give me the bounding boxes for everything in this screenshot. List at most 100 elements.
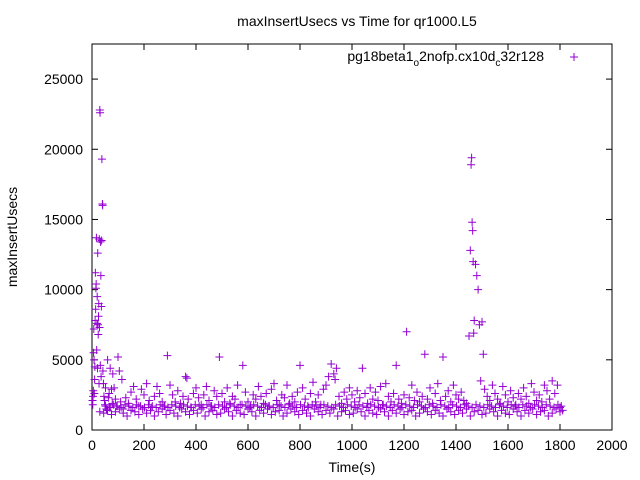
data-point bbox=[166, 381, 174, 390]
data-point bbox=[332, 364, 341, 373]
data-point bbox=[394, 395, 403, 404]
data-point bbox=[95, 323, 104, 332]
x-tick-label: 600 bbox=[236, 437, 260, 453]
data-point bbox=[530, 388, 538, 397]
data-point bbox=[253, 402, 262, 411]
data-point bbox=[90, 375, 99, 384]
data-point bbox=[127, 388, 135, 397]
data-point bbox=[501, 409, 510, 418]
data-point bbox=[226, 400, 235, 409]
data-point bbox=[284, 400, 293, 409]
data-point bbox=[353, 386, 362, 395]
data-point bbox=[548, 409, 557, 418]
x-tick-label: 1600 bbox=[492, 437, 523, 453]
data-point bbox=[244, 397, 252, 406]
data-point bbox=[182, 374, 191, 383]
data-point bbox=[478, 317, 486, 326]
data-point bbox=[345, 383, 354, 392]
data-point bbox=[468, 226, 477, 235]
data-point bbox=[465, 331, 473, 340]
data-point bbox=[452, 402, 461, 411]
data-point bbox=[357, 407, 366, 416]
data-point bbox=[392, 409, 401, 418]
data-point bbox=[96, 361, 105, 370]
data-point bbox=[97, 155, 106, 164]
data-point bbox=[110, 383, 119, 392]
data-point bbox=[366, 383, 375, 392]
data-point bbox=[193, 409, 202, 418]
data-point bbox=[333, 411, 342, 420]
data-point bbox=[167, 400, 176, 409]
data-point bbox=[329, 369, 338, 378]
data-point bbox=[524, 409, 533, 418]
x-tick-label: 200 bbox=[132, 437, 156, 453]
data-point bbox=[475, 402, 484, 411]
data-point bbox=[251, 395, 260, 404]
data-point bbox=[433, 379, 442, 388]
legend-label-prefix: pg18beta1 bbox=[347, 48, 413, 64]
data-point bbox=[479, 350, 488, 359]
data-point bbox=[134, 410, 143, 419]
data-point bbox=[259, 399, 268, 408]
data-point bbox=[517, 395, 525, 404]
data-point bbox=[540, 381, 549, 390]
data-point bbox=[390, 400, 399, 409]
data-point bbox=[343, 400, 352, 409]
data-point bbox=[407, 381, 416, 390]
data-point bbox=[160, 402, 169, 411]
data-point bbox=[347, 402, 356, 411]
legend: pg18beta1o2nofp.cx10dc32r128 bbox=[347, 48, 578, 69]
data-point bbox=[358, 402, 367, 411]
data-point bbox=[543, 386, 551, 395]
data-point bbox=[519, 383, 528, 392]
data-point bbox=[273, 400, 282, 409]
data-point bbox=[212, 410, 221, 419]
data-point bbox=[288, 392, 297, 401]
data-point bbox=[448, 400, 457, 409]
data-point bbox=[439, 411, 447, 420]
data-point bbox=[470, 407, 479, 416]
data-point bbox=[466, 411, 475, 420]
data-point bbox=[457, 388, 466, 397]
data-point bbox=[506, 386, 515, 395]
data-point bbox=[97, 372, 106, 381]
data-point bbox=[441, 392, 450, 401]
data-point bbox=[184, 395, 193, 404]
data-point bbox=[361, 389, 369, 398]
data-point bbox=[312, 402, 321, 411]
data-point bbox=[115, 367, 124, 376]
data-point bbox=[522, 402, 531, 411]
data-point bbox=[553, 400, 562, 409]
data-point bbox=[488, 381, 497, 390]
data-point bbox=[485, 396, 494, 405]
data-point bbox=[483, 400, 492, 409]
data-point bbox=[173, 386, 182, 395]
data-point bbox=[378, 400, 387, 409]
data-point bbox=[413, 388, 421, 397]
data-point bbox=[342, 395, 351, 404]
data-point bbox=[267, 385, 276, 394]
data-point bbox=[309, 378, 317, 387]
data-point bbox=[277, 402, 286, 411]
data-point bbox=[96, 237, 105, 246]
data-point bbox=[99, 379, 108, 388]
data-point bbox=[104, 393, 113, 402]
data-point bbox=[534, 402, 543, 411]
data-point bbox=[145, 396, 154, 405]
data-point bbox=[98, 201, 107, 210]
x-tick-label: 800 bbox=[288, 437, 312, 453]
data-point bbox=[109, 400, 118, 409]
data-points bbox=[88, 105, 567, 420]
data-point bbox=[90, 355, 99, 364]
data-point bbox=[319, 400, 328, 409]
data-point bbox=[114, 353, 122, 362]
data-point bbox=[530, 400, 539, 409]
data-point bbox=[376, 382, 385, 391]
data-point bbox=[206, 402, 215, 411]
data-point bbox=[140, 390, 148, 399]
data-point bbox=[340, 388, 349, 397]
y-tick-label: 20000 bbox=[44, 141, 83, 157]
data-point bbox=[275, 406, 284, 415]
data-point bbox=[230, 402, 239, 411]
